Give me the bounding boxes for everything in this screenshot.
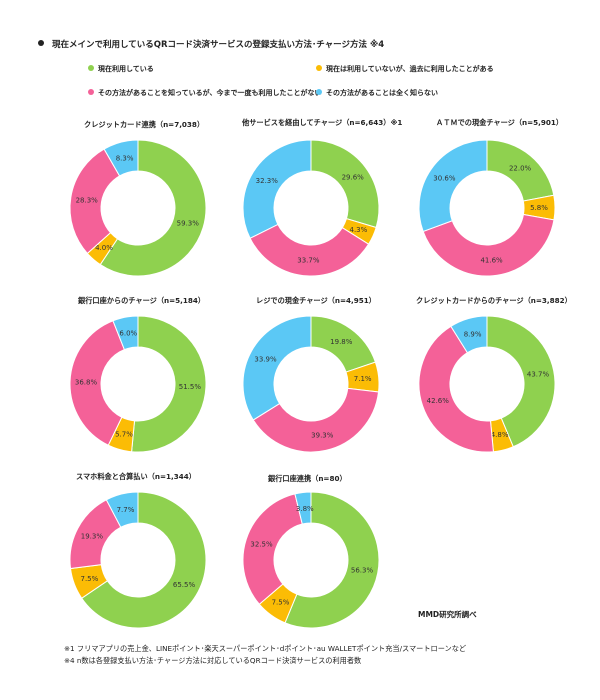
donut-slice-unaware — [242, 315, 312, 421]
donut-slice-aware-not-used — [242, 493, 303, 605]
footnote-1: ※1 フリマアプリの売上金、LINEポイント･楽天スーパーポイント･dポイント･… — [64, 644, 467, 653]
donut-svg: 29.6% 4.3% 33.7% 32.3% — [242, 139, 380, 277]
donut-slice-using — [81, 491, 207, 629]
data-label-aware-not-used: 39.3% — [311, 431, 334, 439]
data-label-unaware: 8.9% — [464, 331, 482, 339]
donut-slice-aware-not-used — [69, 148, 121, 255]
donut-chart-credit-card-charge: 43.7% 4.8% 42.6% 8.9% — [400, 293, 575, 468]
donut-chart-phone-bill: 65.5% 7.5% 19.3% 7.7% — [51, 469, 226, 644]
data-label-aware-not-used: 42.6% — [427, 397, 450, 405]
data-label-aware-not-used: 32.5% — [250, 541, 273, 549]
donut-svg: 19.8% 7.1% 39.3% 33.9% — [242, 315, 380, 453]
chart-title-via-other-service: 他サービスを経由してチャージ（n=6,643）※1 — [242, 118, 403, 127]
data-label-unaware: 33.9% — [254, 355, 277, 363]
data-label-aware-not-used: 33.7% — [297, 256, 320, 264]
legend-item-using: 現在利用している — [88, 64, 154, 74]
donut-chart-credit-card-link: 59.3% 4.0% 28.3% 8.3% — [51, 117, 226, 292]
donut-svg: 59.3% 4.0% 28.3% 8.3% — [69, 139, 207, 277]
donut-slice-aware-not-used — [249, 223, 370, 277]
data-label-using: 22.0% — [509, 164, 532, 172]
data-label-aware-not-used: 36.8% — [75, 379, 98, 387]
donut-slice-aware-not-used — [69, 320, 126, 446]
data-label-using: 19.8% — [330, 338, 353, 346]
donut-slice-unaware — [418, 139, 488, 233]
legend-label: その方法があることを知っているが、今まで一度も利用したことがない — [98, 89, 322, 97]
page-title: 現在メインで利用しているQRコード決済サービスの登録支払い方法･チャージ方法 ※… — [38, 38, 384, 50]
page-title-text: 現在メインで利用しているQRコード決済サービスの登録支払い方法･チャージ方法 ※… — [52, 40, 385, 50]
donut-slice-using — [99, 139, 207, 277]
donut-chart-bank-link: 56.3% 7.5% 32.5% 3.8% — [224, 469, 399, 644]
legend-item-unaware: その方法があることは全く知らない — [316, 88, 438, 98]
data-label-using: 43.7% — [527, 370, 550, 378]
data-label-using: 29.6% — [342, 173, 365, 181]
data-label-using: 51.5% — [179, 383, 202, 391]
donut-chart-atm-cash: 22.0% 5.8% 41.6% 30.6% — [400, 117, 575, 292]
data-label-unaware: 6.0% — [119, 329, 137, 337]
data-label-past: 7.1% — [354, 375, 372, 383]
donut-chart-bank-charge: 51.5% 5.7% 36.8% 6.0% — [51, 293, 226, 468]
chart-title-bank-charge: 銀行口座からのチャージ（n=5,184） — [78, 296, 206, 305]
chart-title-phone-bill: スマホ料金と合算払い（n=1,344） — [76, 472, 196, 481]
donut-slice-aware-not-used — [252, 387, 380, 453]
data-label-past: 5.7% — [115, 431, 133, 439]
legend-item-aware-not-used: その方法があることを知っているが、今まで一度も利用したことがない — [88, 88, 322, 98]
legend-swatch-icon — [316, 89, 322, 95]
chart-title-atm-cash: ＡＴＭでの現金チャージ（n=5,901） — [436, 118, 564, 127]
donut-slice-unaware — [450, 315, 488, 354]
donut-slice-using — [486, 315, 556, 448]
donut-slice-using — [310, 139, 380, 229]
donut-slice-unaware — [105, 491, 139, 528]
data-label-unaware: 32.3% — [256, 177, 279, 185]
source-credit: MMD研究所調べ — [418, 610, 477, 619]
data-label-aware-not-used: 19.3% — [81, 533, 104, 541]
data-label-past: 5.8% — [530, 204, 548, 212]
data-label-using: 56.3% — [351, 567, 374, 575]
legend-swatch-icon — [88, 65, 94, 71]
data-label-using: 59.3% — [177, 220, 200, 228]
legend-item-past: 現在は利用していないが、過去に利用したことがある — [316, 64, 494, 74]
donut-svg: 22.0% 5.8% 41.6% 30.6% — [418, 139, 556, 277]
data-label-past: 4.3% — [350, 226, 368, 234]
data-label-unaware: 8.3% — [116, 154, 134, 162]
data-label-past: 7.5% — [81, 575, 99, 583]
legend-label: 現在利用している — [98, 65, 154, 73]
footnote-4: ※4 n数は各登録支払い方法･チャージ方法に対応しているQRコード決済サービスの… — [64, 656, 362, 665]
chart-title-credit-card-charge: クレジットカードからのチャージ（n=3,882） — [416, 296, 572, 305]
data-label-past: 7.5% — [272, 599, 290, 607]
legend-label: その方法があることは全く知らない — [326, 89, 438, 97]
data-label-unaware: 7.7% — [117, 506, 135, 514]
data-label-unaware: 3.8% — [296, 505, 314, 513]
donut-slice-aware-not-used — [422, 213, 555, 277]
chart-title-bank-link: 銀行口座連携（n=80） — [268, 474, 347, 483]
donut-slice-using — [284, 491, 380, 629]
donut-slice-unaware — [242, 139, 312, 239]
donut-svg: 43.7% 4.8% 42.6% 8.9% — [418, 315, 556, 453]
donut-slice-unaware — [294, 491, 312, 525]
data-label-unaware: 30.6% — [433, 175, 456, 183]
donut-chart-via-other-service: 29.6% 4.3% 33.7% 32.3% — [224, 117, 399, 292]
donut-slice-unaware — [112, 315, 139, 351]
legend-label: 現在は利用していないが、過去に利用したことがある — [326, 65, 494, 73]
donut-svg: 65.5% 7.5% 19.3% 7.7% — [69, 491, 207, 629]
donut-slice-using — [131, 315, 207, 453]
data-label-aware-not-used: 41.6% — [480, 256, 503, 264]
title-bullet-icon — [38, 40, 44, 46]
chart-title-register-cash: レジでの現金チャージ（n=4,951） — [256, 296, 376, 305]
donut-slice-unaware — [103, 139, 139, 177]
chart-title-credit-card-link: クレジットカード連携（n=7,038） — [84, 120, 205, 129]
data-label-past: 4.8% — [491, 431, 509, 439]
data-label-past: 4.0% — [95, 244, 113, 252]
legend-swatch-icon — [88, 89, 94, 95]
donut-svg: 51.5% 5.7% 36.8% 6.0% — [69, 315, 207, 453]
donut-svg: 56.3% 7.5% 32.5% 3.8% — [242, 491, 380, 629]
donut-chart-register-cash: 19.8% 7.1% 39.3% 33.9% — [224, 293, 399, 468]
data-label-using: 65.5% — [173, 581, 196, 589]
data-label-aware-not-used: 28.3% — [76, 196, 99, 204]
legend-swatch-icon — [316, 65, 322, 71]
donut-slice-aware-not-used — [418, 325, 494, 453]
